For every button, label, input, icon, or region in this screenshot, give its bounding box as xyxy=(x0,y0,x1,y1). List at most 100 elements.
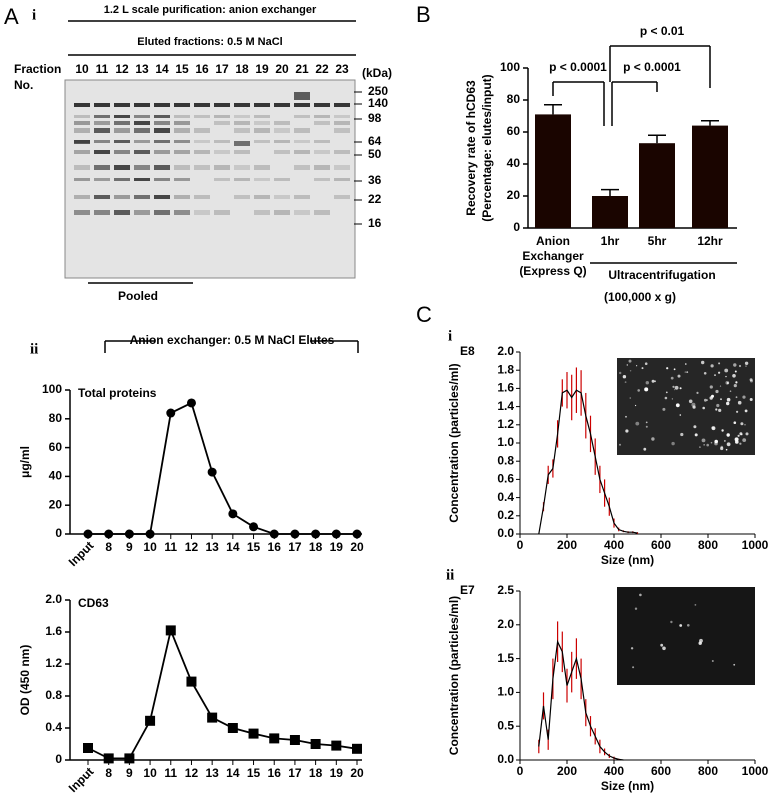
inset-particle xyxy=(714,374,716,376)
marker-label: 250 xyxy=(368,84,388,98)
inset-particle xyxy=(733,663,736,666)
inset-particle xyxy=(725,375,727,378)
gel-band xyxy=(94,178,110,181)
data-point xyxy=(331,529,341,539)
inset-particle xyxy=(715,389,719,394)
y-tick-label: 1.6 xyxy=(497,381,514,395)
inset-particle xyxy=(673,368,676,371)
y-tick-label: 2.5 xyxy=(497,583,514,597)
gel-band xyxy=(234,141,250,146)
gel-band xyxy=(114,128,130,133)
x-tick-label: 1000 xyxy=(742,764,769,778)
inset-particle xyxy=(732,374,736,378)
gel-band xyxy=(74,150,90,154)
gel-band xyxy=(254,140,270,143)
y-axis-label: μg/ml xyxy=(18,446,32,478)
gel-band xyxy=(214,103,230,107)
gel-band xyxy=(294,150,310,154)
gel-band xyxy=(274,121,290,125)
panel-label: ii xyxy=(446,567,454,583)
data-point xyxy=(352,529,362,539)
fraction-label: Fraction xyxy=(14,62,61,76)
inset-image xyxy=(617,358,755,455)
inset-particle xyxy=(724,440,726,442)
inset-particle xyxy=(734,437,739,442)
inset-particle xyxy=(744,361,749,365)
inset-particle xyxy=(718,408,722,412)
inset-particle xyxy=(670,376,674,380)
lane-label: 17 xyxy=(215,62,229,76)
inset-particle xyxy=(679,387,682,390)
y-tick-label: 1.2 xyxy=(45,656,62,670)
data-point xyxy=(249,522,259,532)
data-point xyxy=(269,529,279,539)
gel-band xyxy=(174,128,190,133)
gel-band xyxy=(274,178,290,181)
y-tick-label: 2.0 xyxy=(497,617,514,631)
x-tick-label: 10 xyxy=(143,540,157,554)
x-tick-label: 200 xyxy=(557,538,577,552)
gel-band xyxy=(194,150,210,154)
gel-band xyxy=(334,103,350,107)
x-tick-label: 11 xyxy=(164,766,177,780)
gel-band xyxy=(134,178,150,181)
gel-band xyxy=(134,103,150,107)
gel-band xyxy=(114,178,130,181)
inset-particle xyxy=(726,397,731,402)
inset-particle xyxy=(641,367,644,370)
data-point xyxy=(289,735,300,745)
inset-particle xyxy=(701,438,706,443)
x-tick-label: 14 xyxy=(226,766,240,780)
bracket-gap xyxy=(155,333,310,349)
inset-particle xyxy=(694,604,697,606)
inset-particle xyxy=(662,646,666,651)
x-tick-label: 12 xyxy=(185,540,199,554)
chart-label: CD63 xyxy=(78,596,109,610)
x-tick-label: 0 xyxy=(517,538,524,552)
lane-label: 19 xyxy=(255,62,269,76)
data-point xyxy=(228,509,238,519)
inset-particle xyxy=(672,385,675,388)
y-axis-label: Concentration (particles/ml) xyxy=(447,363,461,522)
inset-particle xyxy=(715,408,718,411)
y-tick-label: 60 xyxy=(49,440,63,454)
gel-band xyxy=(114,140,130,143)
data-point xyxy=(124,753,135,764)
gel-band xyxy=(134,195,150,199)
inset-particle xyxy=(679,414,682,416)
gel-band xyxy=(274,128,290,133)
gel-band xyxy=(174,178,190,181)
inset-particle xyxy=(626,364,628,366)
data-point xyxy=(83,743,93,753)
inset-particle xyxy=(711,426,715,430)
gel-band xyxy=(154,140,170,143)
marker-label: 22 xyxy=(368,192,382,206)
gel-band xyxy=(114,165,130,170)
marker-label: 140 xyxy=(368,96,388,110)
gel-header: 1.2 L scale purification: anion exchange… xyxy=(104,4,317,16)
bar xyxy=(592,196,628,228)
inset-particle xyxy=(740,422,744,426)
gel-band xyxy=(174,195,190,199)
gel-band xyxy=(254,165,270,170)
gel-band xyxy=(74,115,90,118)
data-point xyxy=(207,712,218,723)
inset-particle xyxy=(749,378,753,382)
data-point xyxy=(165,625,176,636)
group-label: Ultracentrifugation xyxy=(608,268,715,282)
gel-band xyxy=(94,165,110,170)
gel-band xyxy=(234,103,250,107)
inset-particle xyxy=(654,380,656,383)
inset-particle xyxy=(701,360,705,365)
gel-band xyxy=(194,140,210,143)
inset-particle xyxy=(693,425,697,429)
inset-particle xyxy=(632,666,635,669)
gel-band xyxy=(154,128,170,133)
inset-particle xyxy=(637,389,640,392)
x-tick-label: 5hr xyxy=(647,234,667,248)
inset-particle xyxy=(684,371,686,373)
y-tick-label: 0.4 xyxy=(45,720,62,734)
data-point xyxy=(248,728,259,739)
y-tick-label: 0.5 xyxy=(497,718,514,732)
inset-particle xyxy=(660,643,664,647)
